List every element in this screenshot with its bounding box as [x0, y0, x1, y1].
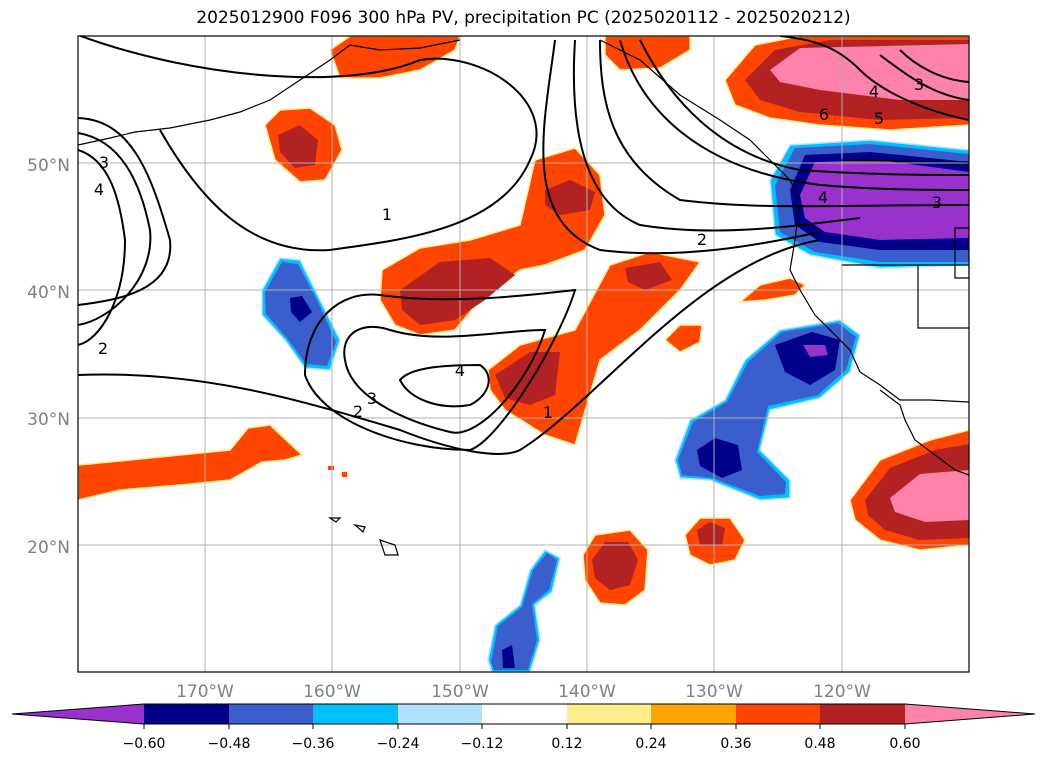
contour-label: 6	[819, 105, 829, 124]
colorbar-segment	[229, 704, 313, 724]
coastlines	[78, 39, 969, 556]
plot-area: 3 4 2 1 4 3 2 1 2 4 3 4 5 6 3	[78, 36, 969, 672]
colorbar-tick-label: 0.36	[720, 736, 751, 752]
contour-label: 4	[869, 82, 879, 101]
colorbar-segment	[313, 704, 398, 724]
colorbar-tick-label: −0.12	[461, 736, 504, 752]
colorbar-tick-label: −0.48	[208, 736, 251, 752]
lon-label: 160°W	[303, 682, 361, 702]
plot-frame	[77, 35, 970, 673]
colorbar-tick-label: 0.12	[551, 736, 582, 752]
colorbar: −0.60 −0.48 −0.36 −0.24 −0.12 0.12 0.24 …	[11, 703, 1036, 752]
colorbar-segment	[567, 704, 651, 724]
longitude-labels: 170°W 160°W 150°W 140°W 130°W 120°W	[176, 682, 871, 702]
contour-label: 1	[543, 403, 553, 422]
lat-label: 50°N	[27, 156, 70, 176]
pv-contours	[78, 36, 969, 455]
contour-label: 3	[932, 193, 942, 212]
map-title: 2025012900 F096 300 hPa PV, precipitatio…	[196, 8, 851, 28]
contour-label: 3	[99, 153, 109, 172]
colorbar-segment	[820, 704, 905, 724]
colorbar-tick-label: 0.48	[804, 736, 835, 752]
contour-label: 3	[367, 389, 377, 408]
colorbar-ticks	[143, 724, 906, 729]
contour-label: 4	[94, 180, 104, 199]
colorbar-segment	[398, 704, 482, 724]
contour-label: 3	[914, 75, 924, 94]
lat-label: 20°N	[27, 538, 70, 558]
lon-label: 170°W	[176, 682, 234, 702]
colorbar-tick-label: −0.36	[292, 736, 335, 752]
latitude-labels: 20°N 30°N 40°N 50°N	[27, 156, 70, 558]
colorbar-segment	[651, 704, 736, 724]
lon-label: 140°W	[558, 682, 616, 702]
colorbar-extend-max	[905, 704, 1035, 724]
contour-label: 2	[353, 402, 363, 421]
colorbar-extend-min	[12, 704, 144, 724]
contour-labels: 3 4 2 1 4 3 2 1 2 4 3 4 5 6 3	[94, 75, 942, 422]
lon-label: 120°W	[813, 682, 871, 702]
colorbar-tick-label: −0.24	[377, 736, 420, 752]
contour-label: 1	[382, 205, 392, 224]
colorbar-tick-label: −0.60	[123, 736, 166, 752]
lon-label: 150°W	[431, 682, 489, 702]
contour-label: 4	[455, 361, 465, 380]
lon-label: 130°W	[685, 682, 743, 702]
contour-label: 2	[697, 230, 707, 249]
colorbar-segment	[736, 704, 820, 724]
colorbar-segment	[482, 704, 567, 724]
lat-label: 30°N	[27, 410, 70, 430]
contour-label: 5	[874, 109, 884, 128]
colorbar-segment	[144, 704, 229, 724]
contour-label: 2	[98, 339, 108, 358]
contour-label: 4	[818, 188, 828, 207]
map-gridlines	[78, 36, 969, 672]
colorbar-tick-label: 0.24	[635, 736, 666, 752]
colorbar-tick-label: 0.60	[889, 736, 920, 752]
lat-label: 40°N	[27, 283, 70, 303]
